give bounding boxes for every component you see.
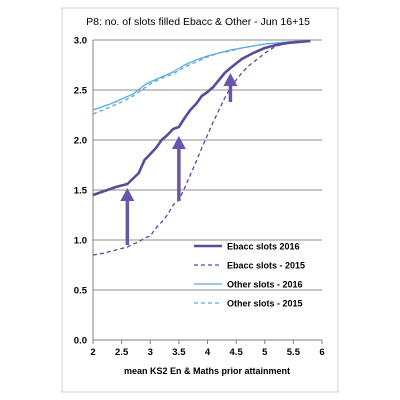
legend-label-ebacc-slots-2015: Ebacc slots - 2015 — [227, 261, 305, 271]
x-tick-label-3: 3.5 — [172, 347, 186, 358]
x-tick-label-2: 3 — [148, 347, 153, 358]
y-tick-label-1: 0.5 — [74, 286, 88, 297]
x-tick-label-0: 2 — [90, 347, 95, 358]
series-line-ebacc-slots-2016 — [92, 39, 311, 197]
legend-label-ebacc-slots-2016: Ebacc slots 2016 — [227, 242, 300, 252]
x-tick-label-5: 4.5 — [230, 347, 244, 358]
y-axis-tick-labels: 0.0 0.5 1.0 1.5 2.0 2.5 3.0 — [74, 36, 88, 347]
chart-border — [61, 7, 339, 393]
gridlines — [93, 39, 322, 341]
legend-label-other-slots-2015: Other slots - 2015 — [227, 299, 303, 309]
legend-label-other-slots-2016: Other slots - 2016 — [227, 280, 303, 290]
x-axis-tick-labels: 2 2.5 3 3.5 4 4.5 5 5.5 6 — [90, 340, 325, 358]
annotation-arrows — [120, 73, 238, 245]
y-tick-label-3: 1.5 — [74, 186, 88, 197]
series-lines — [92, 39, 311, 256]
x-tick-label-6: 5 — [262, 347, 268, 358]
arrow-head-2 — [171, 136, 186, 149]
arrow-head-3 — [223, 73, 238, 86]
y-tick-label-5: 2.5 — [74, 86, 88, 97]
chart-title: P8: no. of slots filled Ebacc & Other - … — [86, 16, 310, 28]
y-tick-label-0: 0.0 — [74, 336, 87, 347]
x-axis-label: mean KS2 En & Maths prior attainment — [124, 366, 290, 376]
x-tick-label-1: 2.5 — [115, 347, 129, 358]
x-tick-label-8: 6 — [319, 347, 324, 358]
legend: Ebacc slots 2016 Ebacc slots - 2015 Other … — [194, 242, 305, 309]
y-tick-label-2: 1.0 — [74, 236, 87, 247]
y-tick-label-4: 2.0 — [74, 136, 87, 147]
arrow-head-1 — [120, 188, 135, 201]
x-tick-label-4: 4 — [205, 347, 211, 358]
series-line-ebacc-slots-2015 — [92, 40, 311, 256]
series-line-other-slots-2015 — [92, 40, 311, 115]
x-tick-label-7: 5.5 — [287, 347, 301, 358]
y-tick-label-6: 3.0 — [74, 36, 87, 47]
